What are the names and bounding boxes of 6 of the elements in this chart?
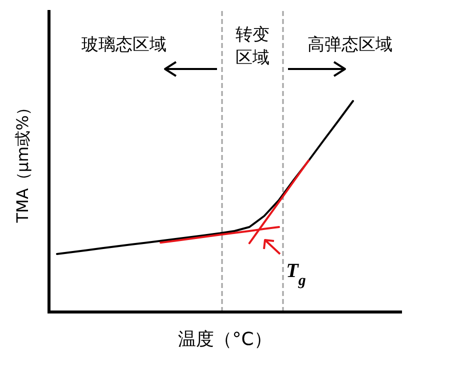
x-axis-title: 温度（°C） [178, 329, 272, 350]
text: 高弹态区域 [308, 35, 392, 55]
text: 转变区域 [236, 25, 270, 68]
y-axis-title: TMA（μm或%） [13, 99, 32, 224]
annotation: T$_{g}$ [286, 260, 306, 289]
text: 玻璃态区域 [82, 35, 166, 55]
